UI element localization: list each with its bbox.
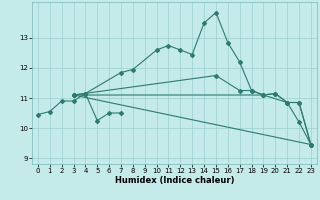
X-axis label: Humidex (Indice chaleur): Humidex (Indice chaleur): [115, 176, 234, 185]
